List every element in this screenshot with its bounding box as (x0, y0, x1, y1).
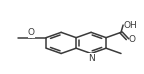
Text: N: N (88, 54, 94, 63)
Text: O: O (28, 28, 35, 37)
Text: O: O (128, 35, 135, 44)
Text: OH: OH (124, 21, 138, 30)
